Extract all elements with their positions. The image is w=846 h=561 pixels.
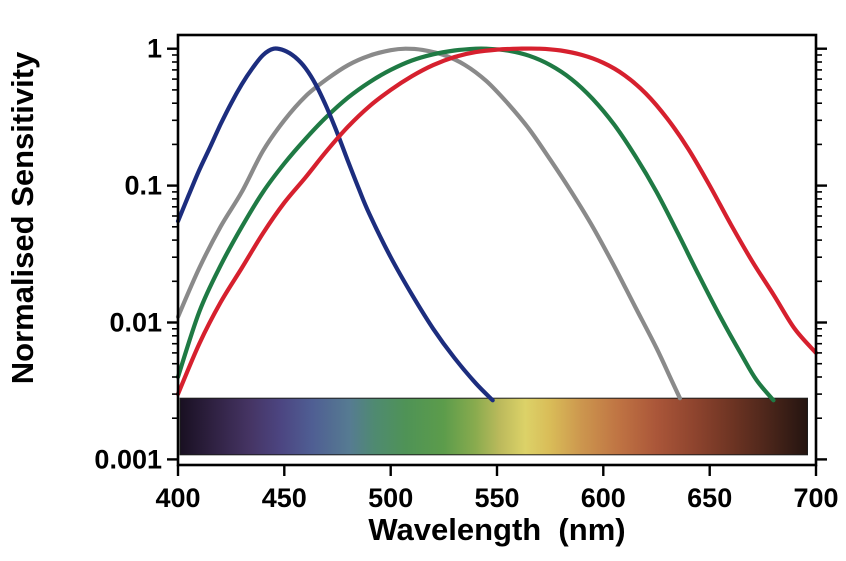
spectrum-bar — [179, 397, 809, 456]
x-tick-label: 700 — [793, 483, 838, 513]
x-tick-label: 500 — [368, 483, 413, 513]
chart-underlay — [179, 397, 809, 456]
x-tick-label: 450 — [262, 483, 307, 513]
curve-green — [175, 46, 776, 403]
curve-blue — [175, 46, 495, 403]
y-tick-label: 0.1 — [124, 171, 162, 201]
y-tick-label: 0.01 — [109, 308, 162, 338]
y-tick-label: 1 — [147, 34, 162, 64]
curve-red — [175, 46, 819, 397]
x-axis-title: Wavelength (nm) — [368, 512, 625, 547]
y-axis-title: Normalised Sensitivity — [5, 51, 40, 384]
x-tick-label: 650 — [687, 483, 732, 513]
y-tick-label: 0.001 — [94, 444, 162, 474]
x-tick-label: 550 — [474, 483, 519, 513]
x-tick-label: 600 — [581, 483, 626, 513]
curve-grey — [175, 46, 682, 401]
x-tick-label: 400 — [155, 483, 200, 513]
chart-curves — [175, 46, 819, 403]
chart-axes: 400 450 500 550 600 650 700 1 0.1 0.01 0.001 — [94, 33, 839, 513]
